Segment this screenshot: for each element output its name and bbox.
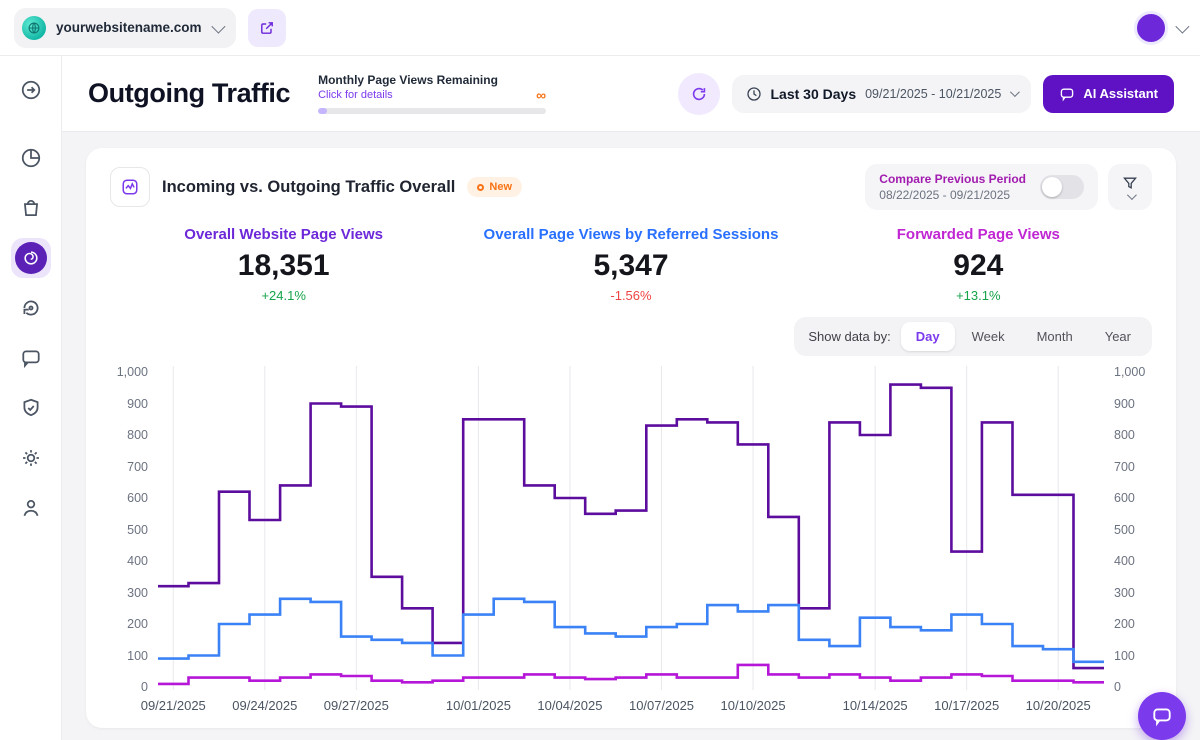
refresh-button[interactable]	[677, 72, 720, 115]
sidebar-item-store[interactable]	[11, 188, 51, 228]
sidebar-item-security[interactable]	[11, 388, 51, 428]
stat-value: 924	[953, 249, 1004, 282]
chat-bubble-icon	[1153, 708, 1171, 727]
quota-details-link[interactable]: Click for details	[318, 89, 393, 101]
badge-dot-icon	[477, 183, 485, 191]
show-data-by-control: Show data by: Day Week Month Year	[794, 317, 1152, 356]
show-data-by-label: Show data by:	[808, 329, 891, 344]
stats-row: Overall Website Page Views 18,351 +24.1%…	[110, 226, 1152, 303]
sidebar-item-retargeting[interactable]	[11, 288, 51, 328]
stat-delta: +24.1%	[261, 288, 306, 303]
range-dates: 09/21/2025 - 10/21/2025	[865, 86, 1002, 101]
card-icon-box	[110, 167, 150, 207]
new-badge-label: New	[489, 181, 513, 193]
ai-chat-icon	[1061, 88, 1074, 102]
quota-infinity-value: ∞	[536, 87, 547, 103]
rotate-icon	[23, 300, 38, 316]
traffic-overview-card: Incoming vs. Outgoing Traffic Overall Ne…	[86, 148, 1176, 728]
content: Incoming vs. Outgoing Traffic Overall Ne…	[62, 132, 1200, 740]
ai-assistant-label: AI Assistant	[1083, 86, 1158, 101]
stat-delta: -1.56%	[610, 288, 652, 303]
shopping-bag-icon	[23, 200, 38, 217]
outgoing-traffic-icon	[23, 251, 38, 265]
granularity-year[interactable]: Year	[1090, 322, 1146, 351]
stat-label: Overall Page Views by Referred Sessions	[483, 226, 779, 243]
site-name: yourwebsitename.com	[56, 20, 202, 35]
chart-plot-area[interactable]	[158, 366, 1104, 690]
y-axis-left: 0 100 200 300 400 500 600 700 800 900 1,000	[116, 365, 148, 694]
filter-button[interactable]	[1108, 164, 1152, 210]
external-link-icon	[260, 21, 273, 34]
chat-icon	[21, 350, 40, 369]
sidebar-item-enter[interactable]	[11, 70, 51, 110]
enter-arrow-icon	[21, 80, 40, 100]
range-label: Last 30 Days	[770, 85, 857, 102]
chevron-down-icon	[1010, 87, 1021, 98]
compare-label: Compare Previous Period	[879, 172, 1026, 186]
sidebar-item-affiliates[interactable]	[11, 488, 51, 528]
card-title: Incoming vs. Outgoing Traffic Overall	[162, 177, 456, 196]
quota-label: Monthly Page Views Remaining	[318, 73, 498, 87]
page-title: Outgoing Traffic	[88, 78, 291, 108]
page-header: Outgoing Traffic Monthly Page Views Rema…	[62, 56, 1200, 132]
traffic-chart: 0 100 200 300 400 500 600 700 800 900 1,000 0 100 20…	[110, 365, 1152, 694]
sidebar-item-outgoing-traffic[interactable]	[10, 238, 51, 278]
compare-toggle[interactable]	[1040, 175, 1084, 199]
pie-chart-icon	[21, 148, 40, 168]
sidebar-item-settings[interactable]	[11, 438, 51, 478]
new-badge: New	[467, 177, 523, 197]
activity-chart-icon	[122, 179, 138, 195]
stat-label: Overall Website Page Views	[184, 226, 384, 243]
ai-assistant-button[interactable]: AI Assistant	[1043, 74, 1174, 113]
chart-svg	[158, 366, 1104, 690]
chevron-down-icon	[1126, 189, 1137, 200]
stat-delta: +13.1%	[956, 288, 1001, 303]
compare-dates: 08/22/2025 - 09/21/2025	[879, 188, 1011, 202]
sidebar	[0, 56, 62, 740]
stat-referred-sessions: Overall Page Views by Referred Sessions …	[457, 226, 804, 303]
toggle-knob	[1042, 177, 1062, 197]
quota-widget[interactable]: Monthly Page Views Remaining Click for d…	[318, 73, 547, 114]
gear-icon	[22, 450, 39, 466]
funnel-icon	[1123, 177, 1137, 189]
stat-overall-page-views: Overall Website Page Views 18,351 +24.1%	[110, 226, 457, 303]
open-site-button[interactable]	[247, 8, 286, 47]
person-network-icon	[23, 499, 38, 517]
site-favicon-globe-icon	[22, 15, 46, 40]
site-selector[interactable]: yourwebsitename.com	[14, 7, 236, 48]
stat-value: 18,351	[237, 249, 330, 282]
granularity-day[interactable]: Day	[900, 322, 955, 351]
granularity-month[interactable]: Month	[1022, 322, 1088, 351]
main-area: Outgoing Traffic Monthly Page Views Rema…	[62, 56, 1200, 740]
chevron-down-icon	[210, 19, 226, 34]
user-menu-chevron-icon[interactable]	[1175, 19, 1190, 34]
x-axis-labels: 09/21/2025 09/24/2025 09/27/2025 10/01/2025…	[140, 698, 1091, 713]
support-chat-fab[interactable]	[1138, 692, 1186, 740]
date-range-picker[interactable]: Last 30 Days 09/21/2025 - 10/21/2025	[731, 74, 1032, 113]
sidebar-item-analytics[interactable]	[11, 138, 51, 178]
shield-check-icon	[23, 398, 38, 417]
stat-label: Forwarded Page Views	[896, 226, 1060, 243]
refresh-icon	[692, 87, 705, 100]
quota-progress-bar	[318, 108, 547, 114]
user-avatar[interactable]	[1134, 10, 1168, 45]
sidebar-item-messages[interactable]	[11, 338, 51, 378]
y-axis-right: 0 100 200 300 400 500 600 700 800 900 1,000	[1114, 365, 1146, 694]
active-item-circle	[14, 242, 47, 274]
x-axis: 09/21/2025 09/24/2025 09/27/2025 10/01/2025…	[110, 690, 1152, 718]
compare-previous-period: Compare Previous Period 08/22/2025 - 09/…	[865, 164, 1098, 210]
quota-progress-fill	[318, 108, 328, 114]
topbar: yourwebsitename.com	[0, 0, 1200, 56]
granularity-week[interactable]: Week	[957, 322, 1020, 351]
stat-forwarded-page-views: Forwarded Page Views 924 +13.1%	[805, 226, 1152, 303]
stat-value: 5,347	[593, 249, 669, 282]
clock-icon	[746, 86, 761, 101]
